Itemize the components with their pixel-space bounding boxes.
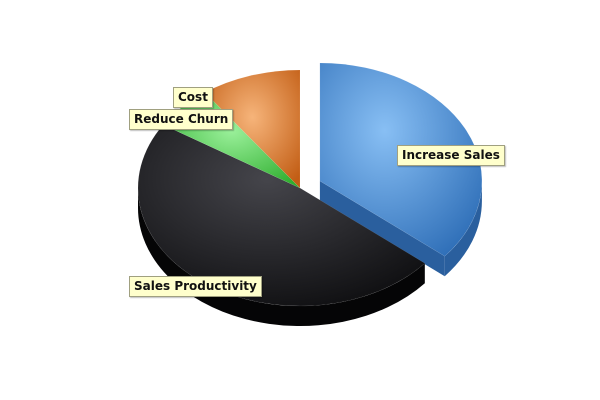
pie-slice-reduce-churn-label: Reduce Churn: [129, 109, 234, 130]
pie-slice-increase-sales-label: Increase Sales: [397, 145, 505, 166]
pie-slice-increase-sales-face-1: [319, 180, 445, 277]
pie-slice-sales-productivity-label: Sales Productivity: [129, 276, 262, 297]
pie-slice-increase-sales-side: [444, 180, 482, 277]
pie-slice-cost-label: Cost: [173, 87, 213, 108]
